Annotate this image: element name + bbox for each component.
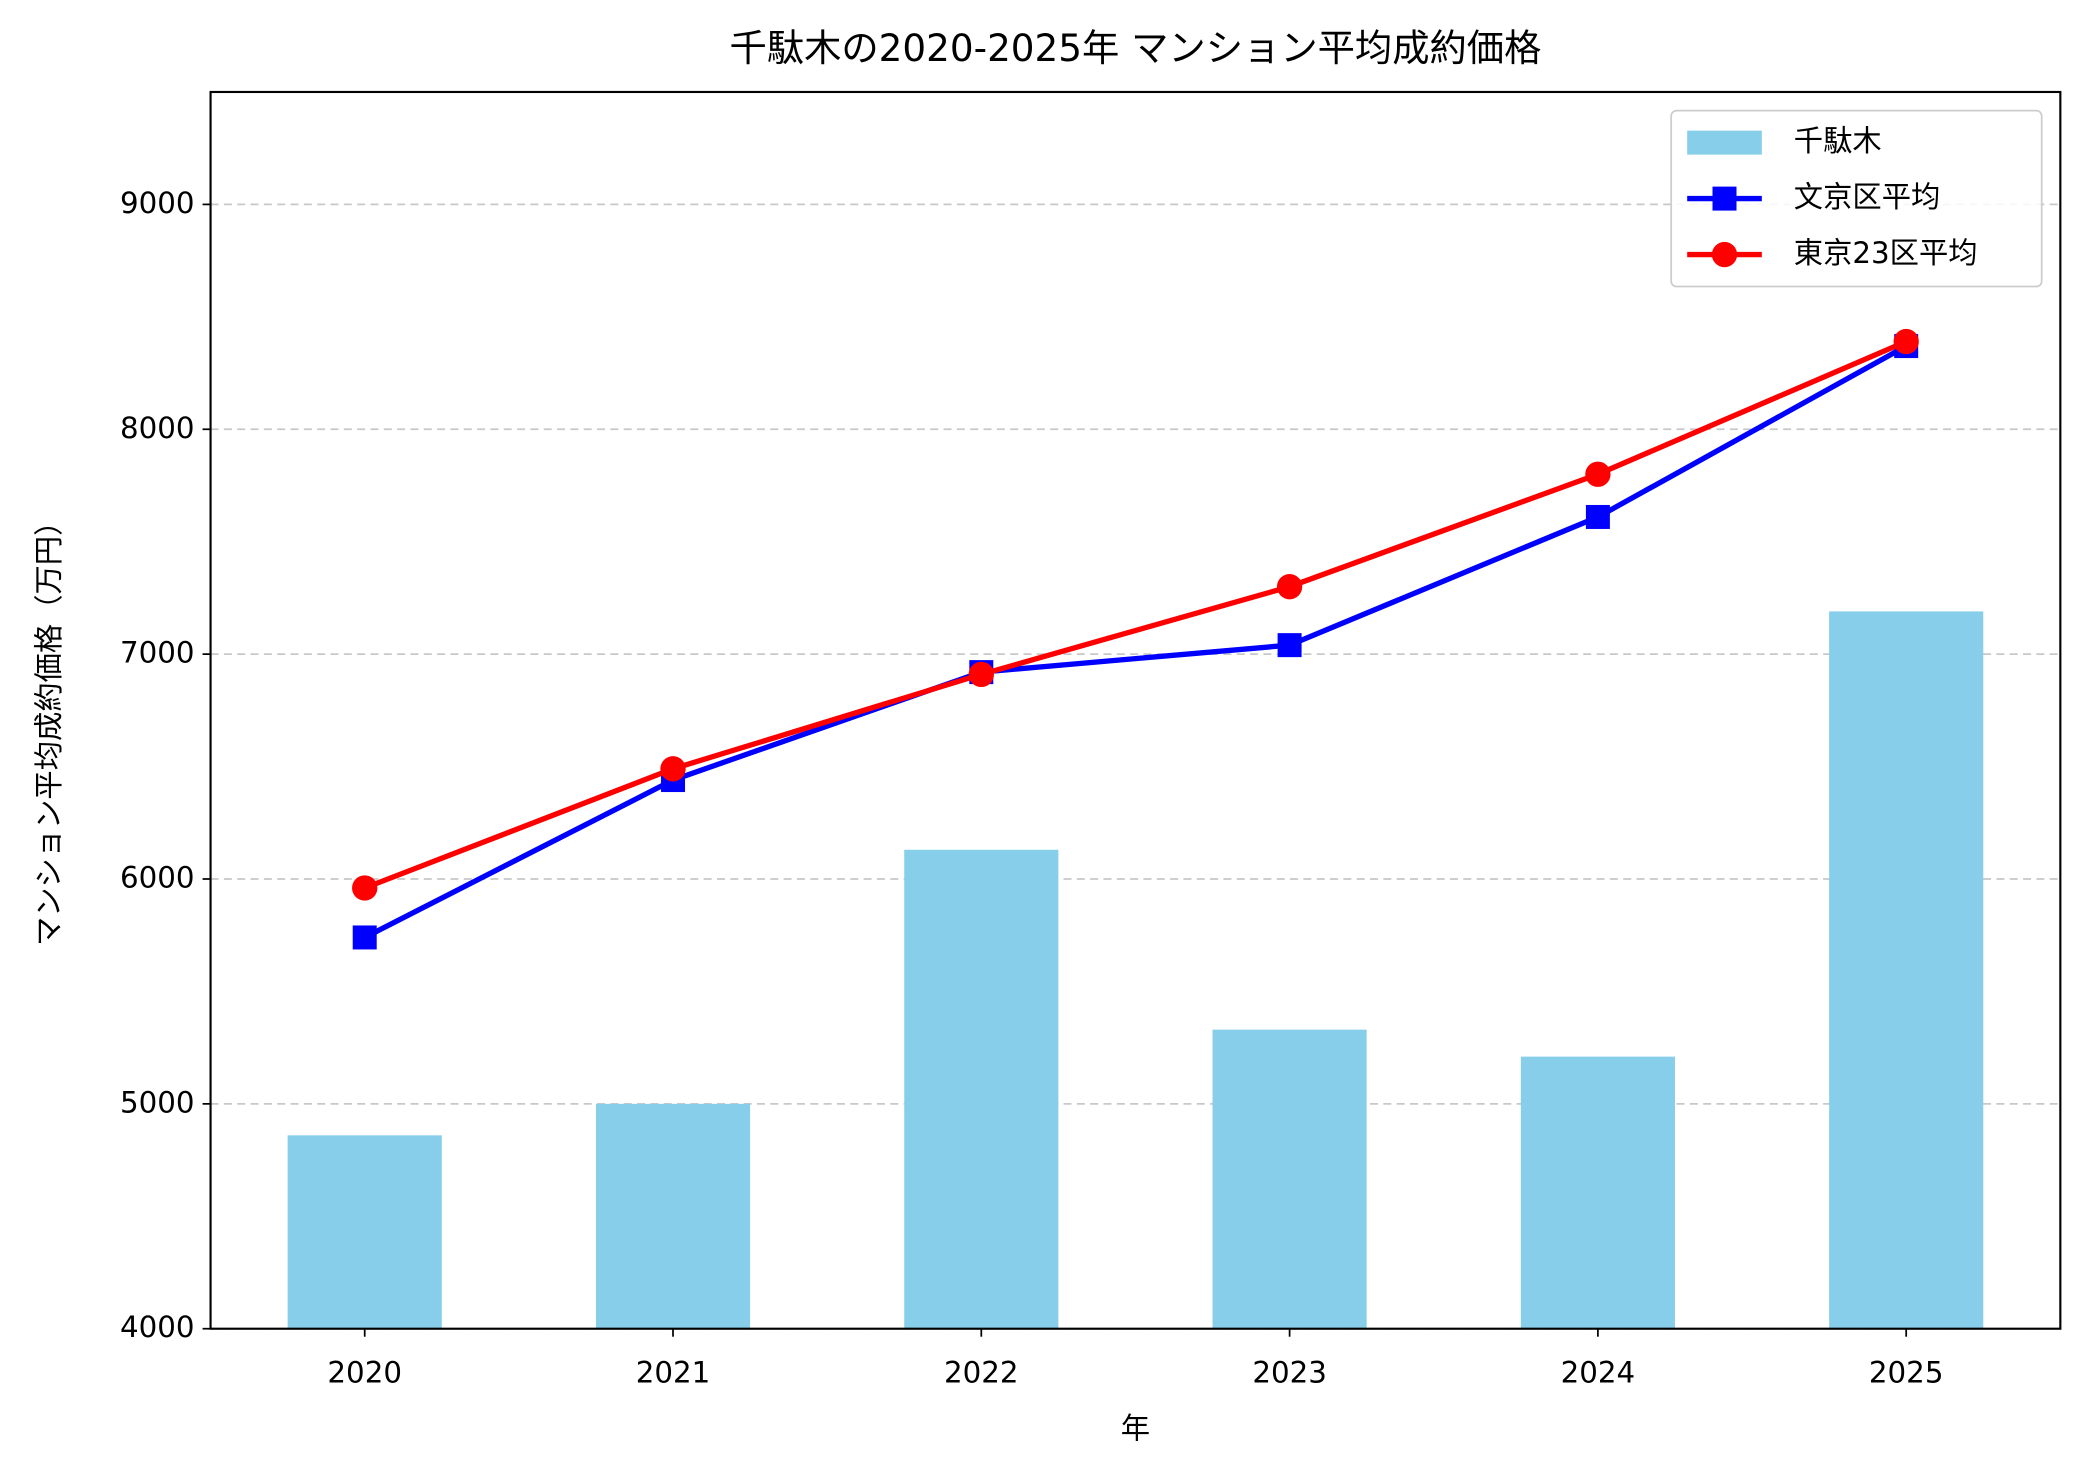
point (352, 925, 377, 950)
y-tick-label: 7000 (120, 636, 195, 670)
x-tick-label: 2024 (1561, 1356, 1636, 1390)
bar (287, 1135, 442, 1329)
legend-marker (1711, 241, 1738, 268)
y-tick-label: 8000 (120, 411, 195, 445)
plot-frame (209, 90, 2062, 1330)
point (1277, 633, 1302, 658)
line (363, 339, 1908, 891)
point (968, 661, 994, 688)
x-axis-label: 年 (1121, 1412, 1150, 1446)
x-tick-label: 2022 (944, 1356, 1019, 1390)
point (1585, 504, 1610, 529)
legend-marker (1712, 186, 1737, 211)
y-tick-label: 9000 (120, 186, 195, 220)
bar (904, 849, 1059, 1329)
x-tick-label: 2021 (636, 1356, 711, 1390)
x-tick-label: 2023 (1252, 1356, 1327, 1390)
legend-box (1670, 109, 2043, 288)
bar (1520, 1056, 1675, 1329)
point (660, 756, 686, 782)
point (1585, 461, 1611, 487)
x-tick-label: 2020 (327, 1356, 402, 1390)
line (363, 343, 1908, 940)
y-tick-label: 4000 (120, 1310, 195, 1344)
bar (595, 1103, 751, 1329)
y-tick-label: 5000 (120, 1085, 195, 1119)
legend-label: 東京23区平均 (1794, 236, 1978, 270)
legend-label: 千駄木 (1794, 124, 1882, 158)
bar (1829, 611, 1984, 1329)
point (1893, 328, 1919, 355)
legend-swatch (1687, 130, 1762, 155)
y-axis-label: マンション平均成約価格（万円） (32, 507, 66, 946)
point (1276, 574, 1303, 600)
point (352, 875, 378, 901)
y-tick-label: 6000 (120, 860, 195, 894)
x-tick-label: 2025 (1869, 1356, 1944, 1390)
bar (1212, 1029, 1367, 1329)
chart-title: 千駄木の2020-2025年 マンション平均成約価格 (730, 26, 1542, 70)
legend-label: 文京区平均 (1794, 180, 1940, 214)
